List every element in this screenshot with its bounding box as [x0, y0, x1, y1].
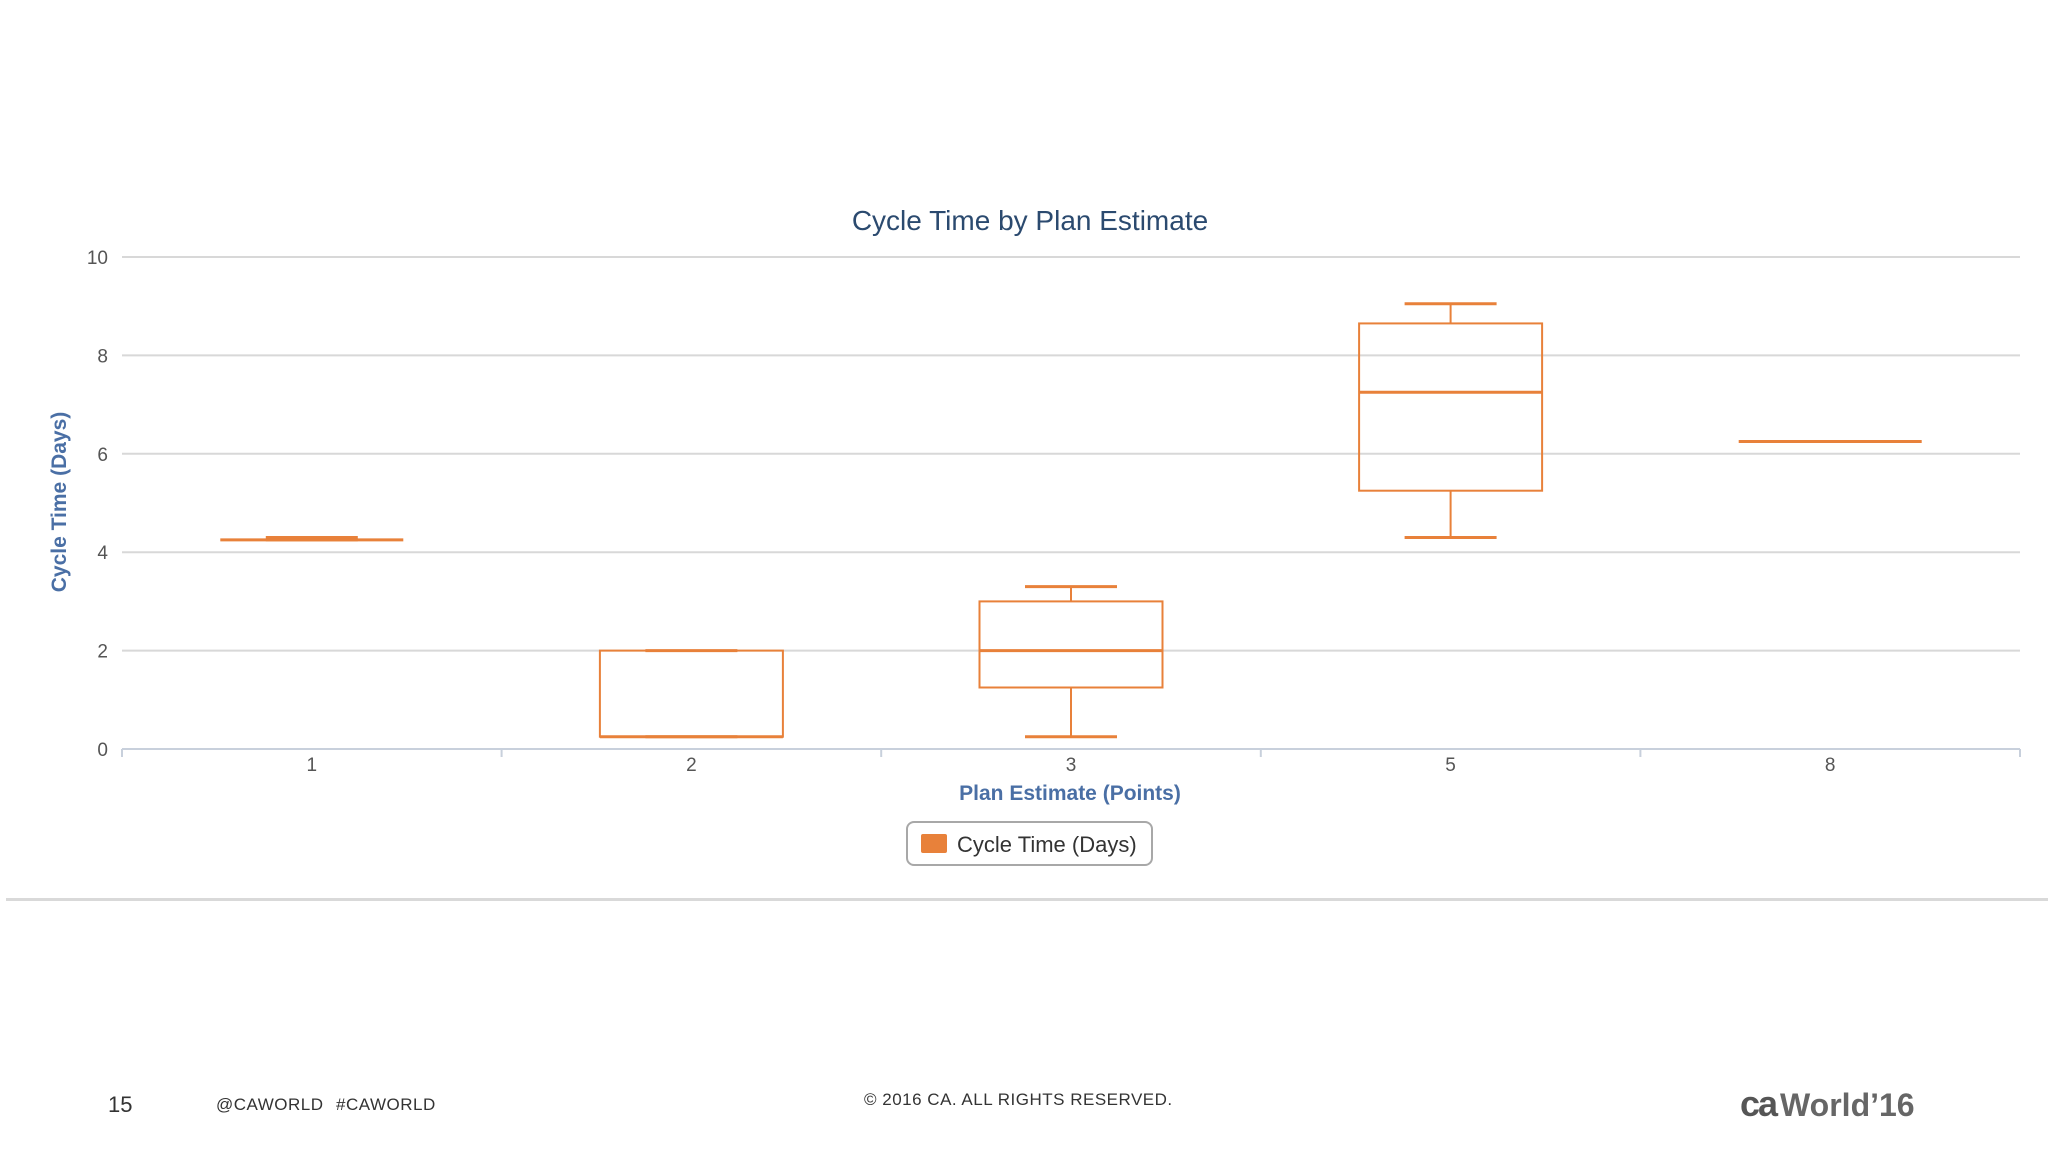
- x-tick-label: 8: [1825, 755, 1836, 776]
- legend-label: Cycle Time (Days): [957, 832, 1137, 857]
- box-category-2[interactable]: [598, 649, 784, 739]
- box-category-5[interactable]: [1358, 302, 1544, 539]
- y-tick-label: 6: [97, 445, 108, 466]
- logo-world: World: [1780, 1087, 1871, 1123]
- y-tick-label: 8: [97, 346, 108, 367]
- x-axis: 1 2 3 5 8: [121, 748, 2021, 776]
- x-tick-label: 3: [1066, 755, 1077, 776]
- logo-year: ’16: [1870, 1087, 1915, 1123]
- iqr-box: [1358, 322, 1544, 492]
- copyright-notice: © 2016 CA. ALL RIGHTS RESERVED.: [864, 1090, 1173, 1109]
- ca-world-logo: ca World’16: [1740, 1083, 1915, 1125]
- legend-swatch: [921, 834, 947, 853]
- iqr-box: [978, 600, 1164, 689]
- grid-lines: [122, 256, 2020, 652]
- logo-ca: ca: [1740, 1083, 1778, 1124]
- twitter-handle: @CAWORLD: [216, 1095, 324, 1114]
- box-category-1[interactable]: [220, 535, 404, 542]
- y-axis-label: Cycle Time (Days): [48, 412, 71, 593]
- iqr-box: [598, 649, 784, 738]
- hashtag: #CAWORLD: [336, 1095, 436, 1114]
- x-tick-label: 1: [307, 755, 318, 776]
- y-tick-label: 10: [87, 248, 108, 269]
- y-axis-ticks: 0 2 4 6 8 10: [87, 248, 109, 761]
- legend-frame: [906, 821, 1153, 866]
- y-tick-label: 2: [97, 642, 108, 663]
- page-number: 15: [108, 1092, 133, 1117]
- x-tick-label: 5: [1445, 755, 1456, 776]
- legend[interactable]: Cycle Time (Days): [906, 821, 1153, 866]
- chart-title: Cycle Time by Plan Estimate: [852, 205, 1208, 236]
- box-series: [220, 302, 1922, 739]
- y-tick-label: 0: [97, 740, 108, 761]
- x-tick-label: 2: [686, 755, 697, 776]
- y-tick-label: 4: [97, 543, 108, 564]
- x-axis-label: Plan Estimate (Points): [959, 782, 1181, 805]
- box-category-3[interactable]: [978, 585, 1164, 739]
- slide-divider: [6, 898, 2048, 901]
